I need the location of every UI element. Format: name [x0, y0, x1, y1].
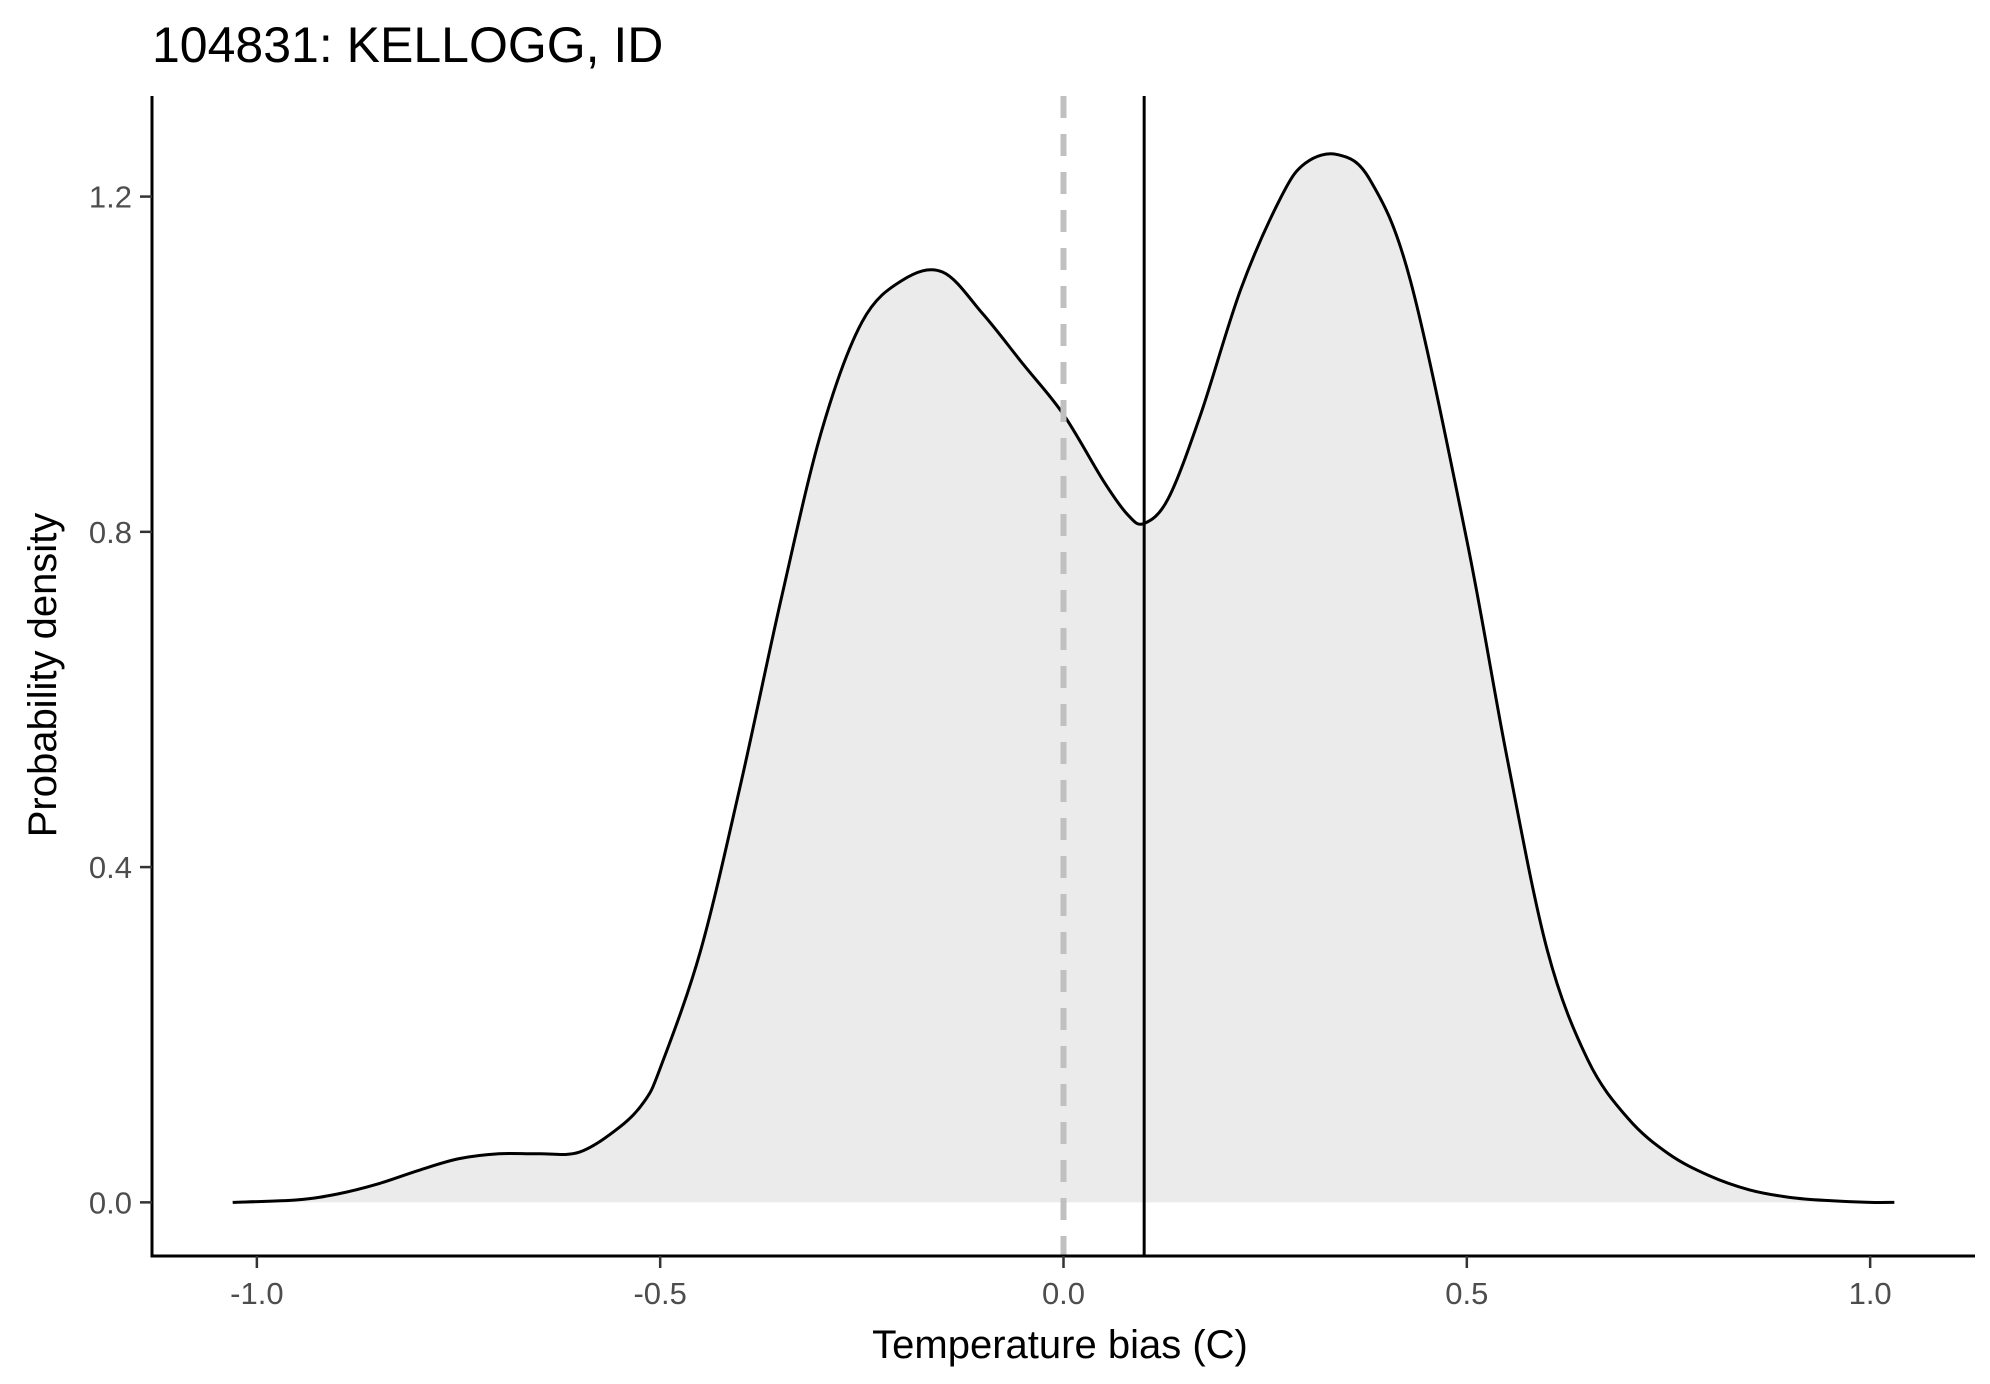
density-line: [232, 152, 1895, 1204]
y-axis-title: Probability density: [21, 513, 65, 838]
x-tick-label: 0.5: [1445, 1276, 1488, 1311]
y-tick-label: 0.0: [89, 1185, 132, 1220]
x-tick-label: -0.5: [633, 1276, 686, 1311]
x-tick-label: 0.0: [1042, 1276, 1085, 1311]
x-tick-label: -1.0: [230, 1276, 283, 1311]
chart-title: 104831: KELLOGG, ID: [152, 17, 663, 73]
y-tick-label: 0.4: [89, 850, 132, 885]
x-tick-label: 1.0: [1849, 1276, 1892, 1311]
x-axis-title: Temperature bias (C): [872, 1323, 1248, 1367]
axes: -1.0 -0.5 0.0 0.5 1.0 0.0 0.4 0.8 1.2: [89, 96, 1975, 1311]
plot-area: [232, 96, 1895, 1256]
y-tick-label: 0.8: [89, 515, 132, 550]
y-tick-label: 1.2: [89, 180, 132, 215]
